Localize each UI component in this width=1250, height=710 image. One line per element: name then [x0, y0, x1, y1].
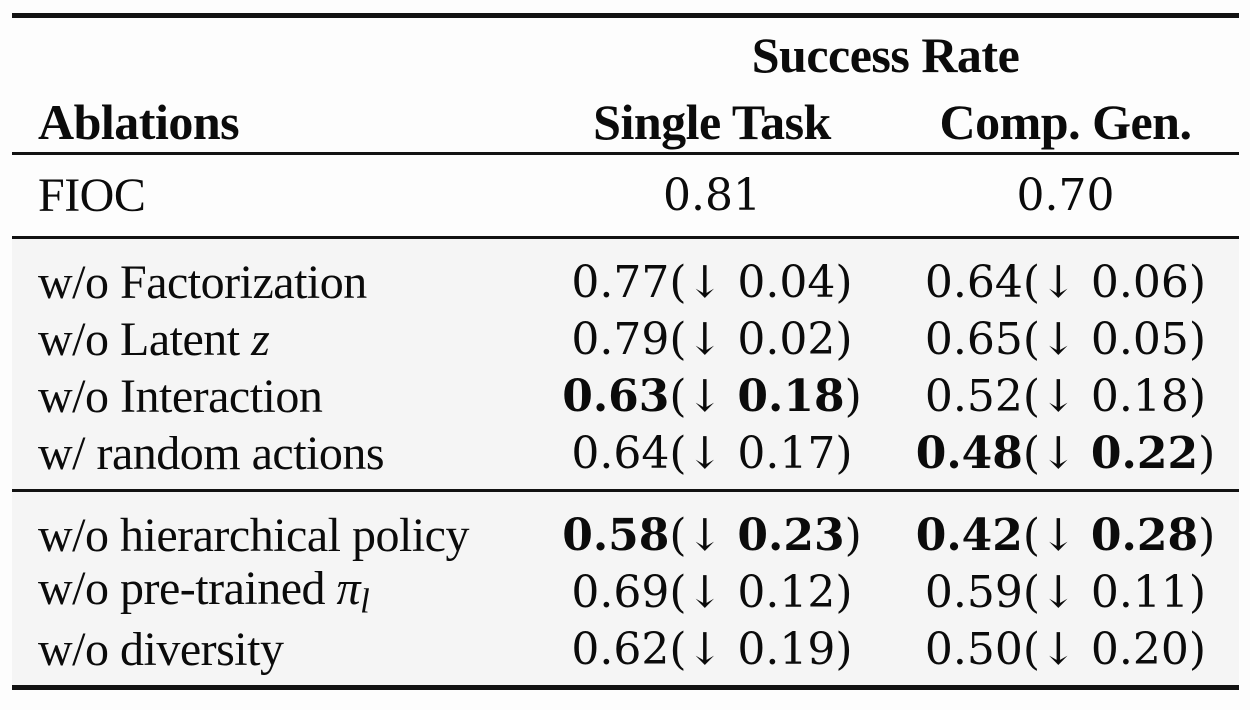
row-label: w/ random actions	[38, 426, 385, 480]
header-group-row: Success Rate	[12, 18, 1239, 92]
header-columns-row: Ablations Single Task Comp. Gen.	[12, 92, 1239, 152]
cell-single-task: 0.77(↓ 0.04)	[571, 256, 853, 308]
cell-comp-gen: 0.50(↓ 0.20)	[924, 623, 1207, 675]
row-label: w/o diversity	[38, 622, 284, 676]
ablation-results-table: Success Rate Ablations Single Task Comp.…	[12, 13, 1239, 690]
row-label: w/o Factorization	[38, 255, 367, 309]
table-row-wo-factorization: w/o Factorization 0.77(↓ 0.04) 0.64(↓ 0.…	[12, 254, 1239, 311]
table-row-fioc: FIOC 0.81 0.70	[12, 167, 1239, 224]
header-separator-rule	[12, 152, 1239, 155]
cell-comp-gen: 0.59(↓ 0.11)	[924, 566, 1207, 618]
section-baseline: FIOC 0.81 0.70	[12, 155, 1239, 236]
table-row-wo-latent-z: w/o Latent z 0.79(↓ 0.02) 0.65(↓ 0.05)	[12, 311, 1239, 368]
column-header-ablations: Ablations	[38, 94, 240, 150]
cell-comp-gen: 0.52(↓ 0.18)	[924, 370, 1207, 422]
cell-single-task: 0.64(↓ 0.17)	[571, 427, 853, 479]
table-row-wo-hierarchical-policy: w/o hierarchical policy 0.58(↓ 0.23) 0.4…	[12, 507, 1239, 564]
table-row-wo-interaction: w/o Interaction 0.63(↓ 0.18) 0.52(↓ 0.18…	[12, 368, 1239, 425]
row-label: FIOC	[38, 168, 146, 222]
cell-comp-gen: 0.42(↓ 0.28)	[915, 509, 1216, 561]
row-label: w/o Latent z	[38, 312, 270, 366]
cell-single-task: 0.62(↓ 0.19)	[571, 623, 853, 675]
baseline-separator-rule	[12, 236, 1239, 239]
row-label: w/o pre-trained πl	[38, 562, 370, 622]
column-header-single-task: Single Task	[593, 94, 831, 150]
table-header: Success Rate Ablations Single Task Comp.…	[12, 18, 1239, 152]
column-group-header-success-rate: Success Rate	[751, 27, 1020, 83]
mid-separator-rule	[12, 489, 1239, 492]
cell-comp-gen: 0.48(↓ 0.22)	[915, 427, 1216, 479]
table-row-wo-diversity: w/o diversity 0.62(↓ 0.19) 0.50(↓ 0.20)	[12, 621, 1239, 678]
cell-single-task: 0.79(↓ 0.02)	[571, 313, 853, 365]
row-label: w/o Interaction	[38, 369, 323, 423]
row-label: w/o hierarchical policy	[38, 508, 469, 562]
cell-single-task: 0.58(↓ 0.23)	[562, 509, 862, 561]
cell-comp-gen: 0.70	[1016, 169, 1115, 221]
table-bottom-rule	[12, 685, 1239, 690]
section-component-ablations: w/o Factorization 0.77(↓ 0.04) 0.64(↓ 0.…	[12, 239, 1239, 489]
table-row-w-random-actions: w/ random actions 0.64(↓ 0.17) 0.48(↓ 0.…	[12, 425, 1239, 482]
table-row-wo-pretrained-pi: w/o pre-trained πl 0.69(↓ 0.12) 0.59(↓ 0…	[12, 564, 1239, 621]
cell-single-task: 0.81	[663, 169, 761, 221]
cell-comp-gen: 0.64(↓ 0.06)	[924, 256, 1207, 308]
table-top-rule	[12, 13, 1239, 18]
cell-comp-gen: 0.65(↓ 0.05)	[924, 313, 1207, 365]
cell-single-task: 0.69(↓ 0.12)	[571, 566, 853, 618]
section-policy-ablations: w/o hierarchical policy 0.58(↓ 0.23) 0.4…	[12, 492, 1239, 685]
cell-single-task: 0.63(↓ 0.18)	[562, 370, 862, 422]
column-header-comp-gen: Comp. Gen.	[939, 94, 1192, 150]
